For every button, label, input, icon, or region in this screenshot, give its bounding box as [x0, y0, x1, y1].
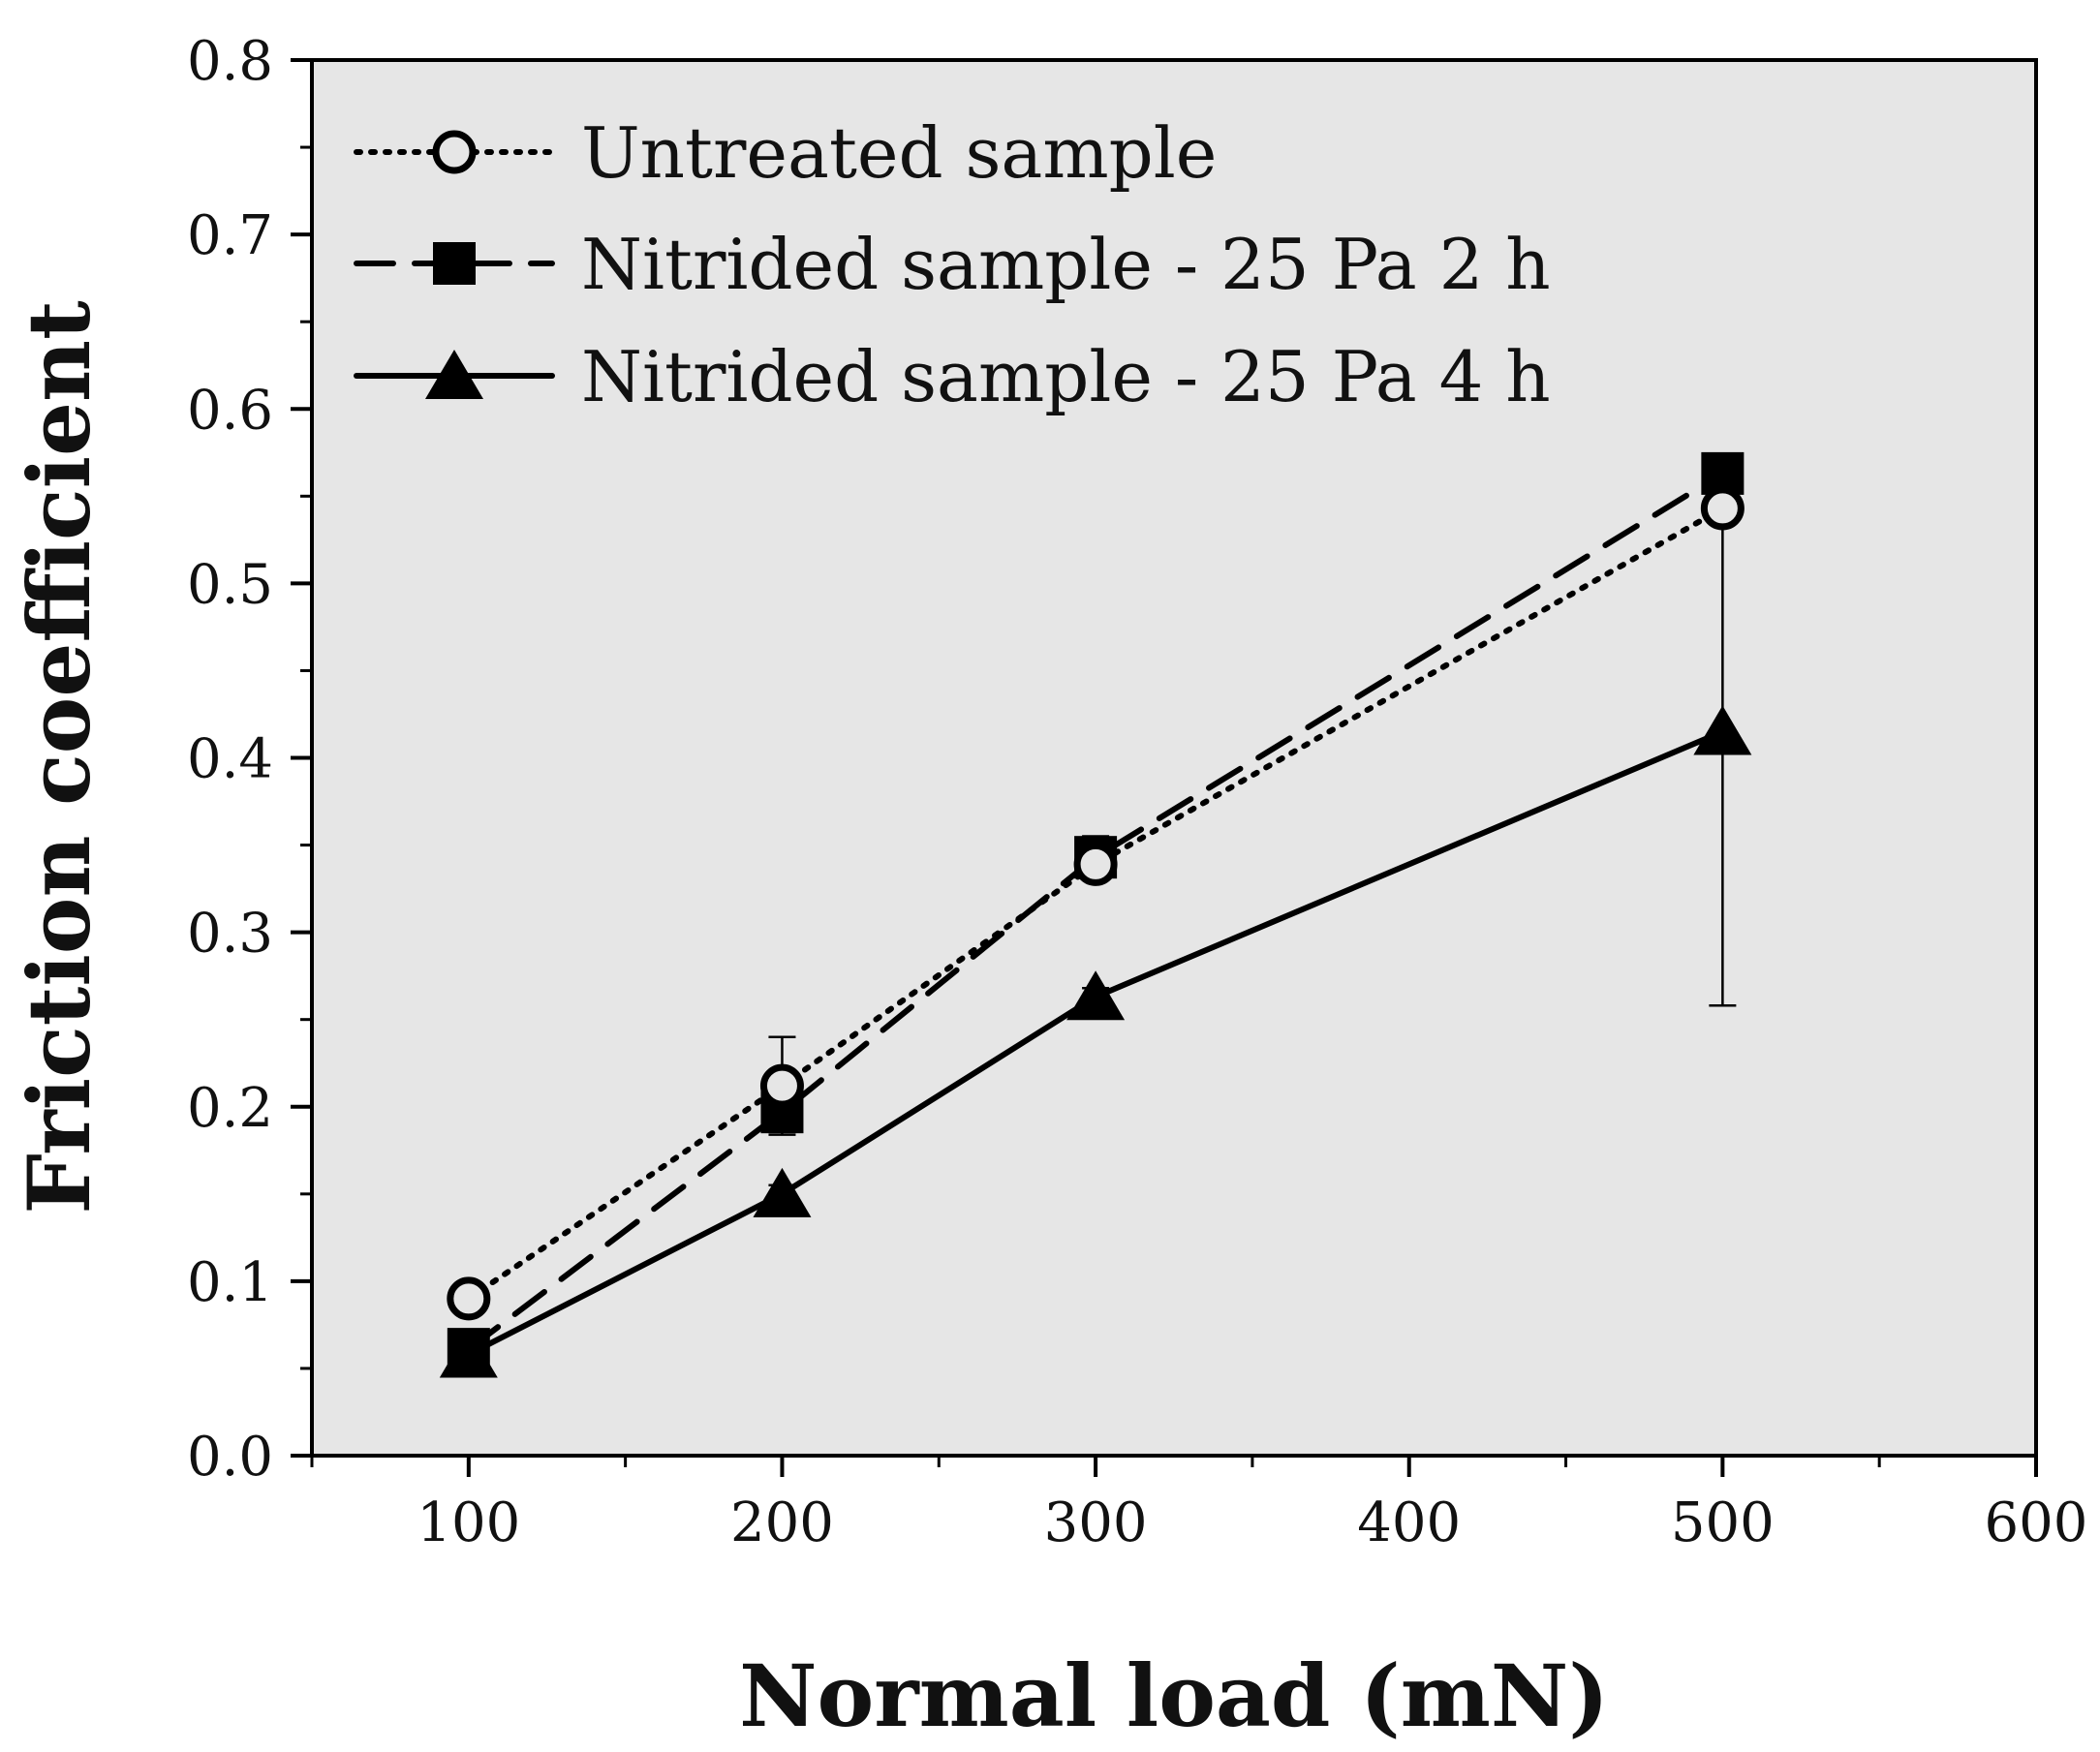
- series-2-line: [465, 470, 1726, 1353]
- series-layer: [439, 451, 1752, 1378]
- data-point: [759, 1063, 804, 1108]
- y-tick-label: 0.3: [187, 903, 273, 966]
- legend-marker: [432, 130, 477, 174]
- data-point: [1066, 970, 1126, 1021]
- x-tick-label: 300: [1044, 1491, 1148, 1554]
- legend-entry-3: Nitrided sample - 25 Pa 4 h: [354, 336, 1551, 417]
- x-tick-label: 600: [1985, 1491, 2088, 1554]
- data-point: [1700, 486, 1745, 531]
- series-3-line: [465, 728, 1726, 1358]
- y-tick-label: 0.6: [187, 379, 273, 442]
- x-tick-label: 500: [1671, 1491, 1775, 1554]
- legend-label: Nitrided sample - 25 Pa 4 h: [581, 336, 1551, 417]
- legend-label: Nitrided sample - 25 Pa 2 h: [581, 224, 1551, 305]
- y-tick-label: 0.2: [187, 1077, 273, 1140]
- legend-marker: [433, 242, 476, 285]
- y-tick-label: 0.8: [187, 30, 273, 93]
- legend-entry-2: Nitrided sample - 25 Pa 2 h: [354, 224, 1551, 305]
- data-point: [447, 1276, 491, 1321]
- y-axis-title: Friction coefficient: [9, 300, 109, 1214]
- series-1: [447, 486, 1745, 1321]
- data-point: [1073, 842, 1118, 886]
- legend: Untreated sample Nitrided sample - 25 Pa …: [354, 112, 1551, 417]
- series-1-line: [465, 505, 1726, 1302]
- legend-marker: [425, 350, 483, 399]
- y-tick-label: 0.0: [187, 1426, 273, 1489]
- plot-frame: [310, 58, 2038, 1458]
- y-tick-label: 0.1: [187, 1251, 273, 1314]
- x-tick-label: 100: [417, 1491, 520, 1554]
- legend-label: Untreated sample: [581, 112, 1217, 194]
- data-point: [753, 1167, 812, 1217]
- x-axis-title: Normal load (mN): [739, 1645, 1609, 1746]
- data-point: [447, 1328, 490, 1371]
- y-tick-label: 0.5: [187, 553, 273, 616]
- legend-entry-1: Untreated sample: [354, 112, 1217, 194]
- x-tick-label: 400: [1357, 1491, 1461, 1554]
- plot-background: [312, 60, 2036, 1456]
- x-tick-label: 200: [730, 1491, 834, 1554]
- y-tick-label: 0.7: [187, 204, 273, 267]
- data-point: [1693, 705, 1752, 755]
- y-tick-label: 0.4: [187, 728, 273, 791]
